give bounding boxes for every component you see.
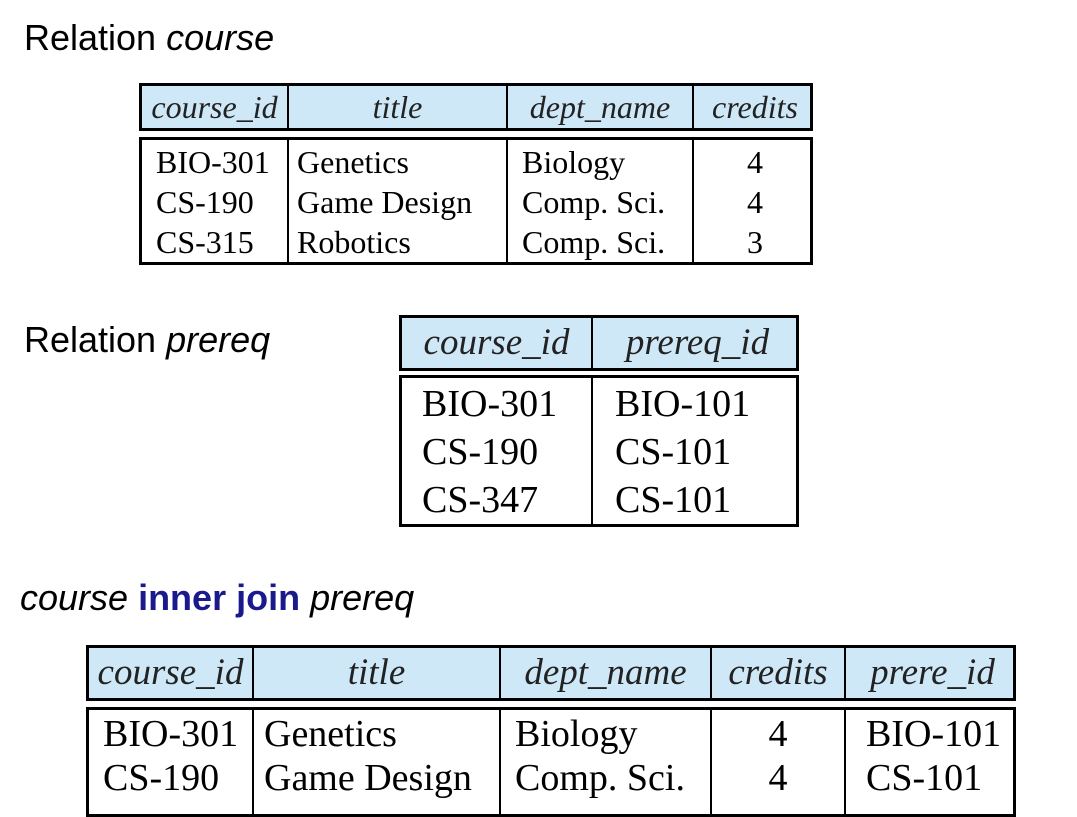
join-result-table: course_id title dept_name credits prere_…: [86, 645, 1016, 817]
table-header: course_id title dept_name credits: [139, 83, 813, 131]
table-cell: BIO-101: [615, 383, 751, 425]
column-header: prere_id: [870, 652, 995, 693]
table-body: BIO-301 CS-190 Genetics Game Design Biol…: [86, 707, 1016, 817]
column-prereq-id: BIO-101 CS-101 CS-101: [593, 378, 802, 524]
join-right-relation: prereq: [310, 577, 415, 618]
prereq-relation-heading: Relation prereq: [24, 322, 270, 358]
table-cell: BIO-301: [422, 383, 558, 425]
column-header: course_id: [142, 86, 289, 128]
table-cell: BIO-301: [103, 713, 239, 755]
heading-prefix: Relation: [24, 17, 167, 58]
column-header: credits: [712, 89, 798, 125]
table-cell: BIO-301: [156, 144, 270, 180]
column-credits: 4 4 3: [694, 140, 816, 262]
column-dept-name: Biology Comp. Sci. Comp. Sci.: [508, 140, 694, 262]
table-cell: CS-315: [156, 224, 254, 260]
table-cell: 4: [747, 144, 763, 180]
table-header: course_id title dept_name credits prere_…: [86, 645, 1016, 701]
column-title: Genetics Game Design: [254, 710, 501, 814]
table-cell: Robotics: [297, 224, 411, 260]
table-cell: Game Design: [264, 757, 472, 799]
heading-relation-name: prereq: [166, 319, 271, 360]
table-header: course_id prereq_id: [399, 315, 799, 371]
join-heading: course inner join prereq: [20, 580, 414, 616]
table-cell: Game Design: [297, 184, 473, 220]
table-cell: Comp. Sci.: [522, 184, 666, 220]
table-cell: Genetics: [264, 713, 397, 755]
column-credits: 4 4: [712, 710, 846, 814]
table-cell: Comp. Sci.: [515, 757, 685, 799]
table-cell: Biology: [515, 713, 638, 755]
column-header: course_id: [89, 648, 254, 698]
table-cell: CS-101: [615, 431, 732, 473]
table-body: BIO-301 CS-190 CS-347 BIO-101 CS-101 CS-…: [399, 375, 799, 527]
column-header: credits: [712, 648, 846, 698]
table-cell: CS-347: [422, 479, 539, 521]
table-cell: 4: [768, 713, 788, 755]
column-header: dept_name: [508, 86, 694, 128]
table-cell: BIO-101: [866, 713, 1002, 755]
column-course-id: BIO-301 CS-190 CS-315: [142, 140, 289, 262]
column-header: title: [289, 86, 508, 128]
column-header: title: [254, 648, 501, 698]
table-cell: 4: [768, 757, 788, 799]
column-course-id: BIO-301 CS-190: [89, 710, 254, 814]
column-header: course_id: [402, 318, 593, 368]
column-header: dept_name: [501, 648, 712, 698]
table-cell: 4: [747, 184, 763, 220]
column-prere-id: BIO-101 CS-101: [846, 710, 1019, 814]
table-cell: CS-190: [422, 431, 539, 473]
join-operator: inner join: [128, 577, 311, 618]
prereq-relation-table: course_id prereq_id BIO-301 CS-190 CS-34…: [399, 315, 799, 527]
table-cell: CS-190: [156, 184, 254, 220]
join-left-relation: course: [20, 577, 129, 618]
course-relation-table: course_id title dept_name credits BIO-30…: [139, 83, 813, 265]
course-relation-heading: Relation course: [24, 20, 274, 56]
column-header: prereq_id: [625, 322, 770, 363]
table-cell: Genetics: [297, 144, 409, 180]
table-cell: Comp. Sci.: [522, 224, 666, 260]
table-cell: 3: [747, 224, 763, 260]
table-cell: CS-190: [103, 757, 220, 799]
column-course-id: BIO-301 CS-190 CS-347: [402, 378, 593, 524]
table-cell: Biology: [522, 144, 626, 180]
table-cell: CS-101: [866, 757, 983, 799]
heading-prefix: Relation: [24, 319, 167, 360]
table-body: BIO-301 CS-190 CS-315 Genetics Game Desi…: [139, 137, 813, 265]
table-cell: CS-101: [615, 479, 732, 521]
column-title: Genetics Game Design Robotics: [289, 140, 508, 262]
column-dept-name: Biology Comp. Sci.: [501, 710, 712, 814]
heading-relation-name: course: [166, 17, 275, 58]
